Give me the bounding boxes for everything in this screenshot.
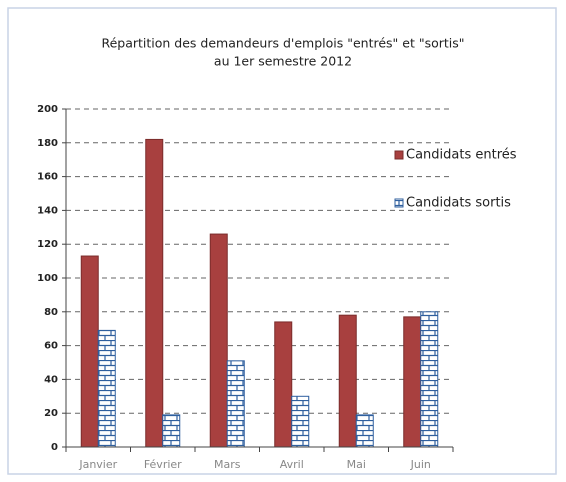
- x-tick-label: Janvier: [78, 458, 117, 471]
- bar: [209, 233, 228, 448]
- bar: [403, 316, 422, 448]
- y-tick-label: 20: [44, 408, 58, 419]
- x-tick-label: Juin: [410, 458, 431, 471]
- bar: [338, 314, 357, 448]
- bar: [97, 329, 116, 448]
- y-tick-label: 140: [37, 205, 58, 216]
- bar: [145, 138, 164, 448]
- bar: [291, 395, 310, 448]
- chart-title: au 1er semestre 2012: [214, 54, 352, 69]
- bar: [226, 360, 245, 448]
- y-tick-label: 180: [37, 138, 58, 149]
- legend-label: Candidats entrés: [406, 148, 517, 163]
- bar: [355, 414, 374, 448]
- bar: [162, 414, 181, 448]
- y-tick-label: 200: [37, 104, 58, 115]
- legend-swatch: [394, 150, 404, 160]
- y-tick-label: 80: [44, 307, 58, 318]
- y-tick-label: 0: [51, 442, 58, 453]
- x-tick-label: Mars: [214, 458, 241, 471]
- y-tick-label: 120: [37, 239, 58, 250]
- y-tick-label: 40: [44, 374, 58, 385]
- x-tick-label: Février: [144, 458, 182, 471]
- bar: [420, 311, 439, 448]
- x-tick-label: Avril: [280, 458, 304, 471]
- x-tick-label: Mai: [347, 458, 366, 471]
- chart-title: Répartition des demandeurs d'emplois "en…: [101, 36, 464, 51]
- bar: [80, 255, 99, 448]
- y-tick-label: 60: [44, 341, 58, 352]
- y-tick-label: 100: [37, 273, 58, 284]
- bar: [274, 321, 293, 448]
- legend-swatch: [394, 198, 404, 208]
- legend-label: Candidats sortis: [406, 196, 511, 211]
- y-tick-label: 160: [37, 172, 58, 183]
